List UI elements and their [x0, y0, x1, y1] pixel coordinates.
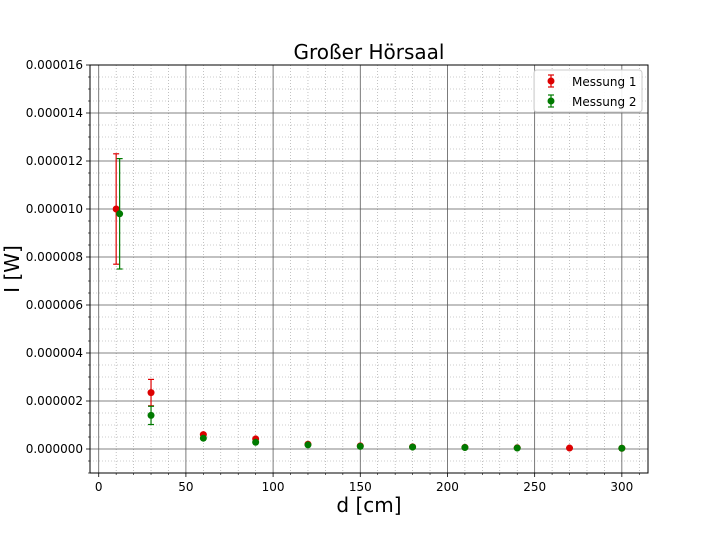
y-axis-label: I [W]: [0, 245, 24, 293]
legend-marker-messung-2: [547, 94, 555, 108]
x-axis-label: d [cm]: [336, 493, 401, 517]
legend-label-messung-1: Messung 1: [572, 75, 637, 89]
data-point: [199, 434, 207, 442]
data-point: [618, 444, 626, 452]
y-tick-label: 0.000004: [26, 346, 83, 360]
y-axis-ticks: 0.000000 0.000002 0.000004 0.000006 0.000008…: [26, 58, 90, 456]
x-tick-label: 0: [95, 480, 103, 494]
y-tick-label: 0.000002: [26, 394, 83, 408]
data-point: [356, 442, 364, 450]
data-point: [513, 444, 521, 452]
x-axis-ticks: 0 50 100 150 200 250 300: [95, 473, 633, 494]
data-point: [147, 389, 155, 397]
data-point: [252, 438, 260, 446]
series-2: [116, 158, 626, 452]
legend-label-messung-2: Messung 2: [572, 95, 637, 109]
y-tick-label: 0.000006: [26, 298, 83, 312]
x-tick-label: 300: [610, 480, 633, 494]
data-series: [112, 153, 626, 452]
y-tick-label: 0.000010: [26, 202, 83, 216]
chart-title: Großer Hörsaal: [294, 40, 445, 64]
data-point: [147, 411, 155, 419]
x-tick-label: 250: [523, 480, 546, 494]
legend: Messung 1 Messung 2: [533, 69, 643, 113]
y-tick-label: 0.000000: [26, 442, 83, 456]
plot-frame: [89, 64, 649, 474]
data-point: [461, 444, 469, 452]
data-point: [112, 205, 120, 213]
x-tick-label: 100: [262, 480, 285, 494]
y-tick-label: 0.000014: [26, 106, 83, 120]
x-tick-label: 50: [178, 480, 193, 494]
y-tick-label: 0.000016: [26, 58, 83, 72]
x-tick-label: 150: [349, 480, 372, 494]
minor-grid: [90, 65, 648, 474]
y-tick-label: 0.000008: [26, 250, 83, 264]
data-point: [566, 444, 574, 452]
data-point: [116, 210, 124, 218]
y-tick-label: 0.000012: [26, 154, 83, 168]
x-tick-label: 200: [436, 480, 459, 494]
legend-marker-messung-1: [547, 74, 555, 88]
legend-box: [533, 69, 643, 113]
data-point: [304, 441, 312, 449]
data-point: [409, 443, 417, 451]
